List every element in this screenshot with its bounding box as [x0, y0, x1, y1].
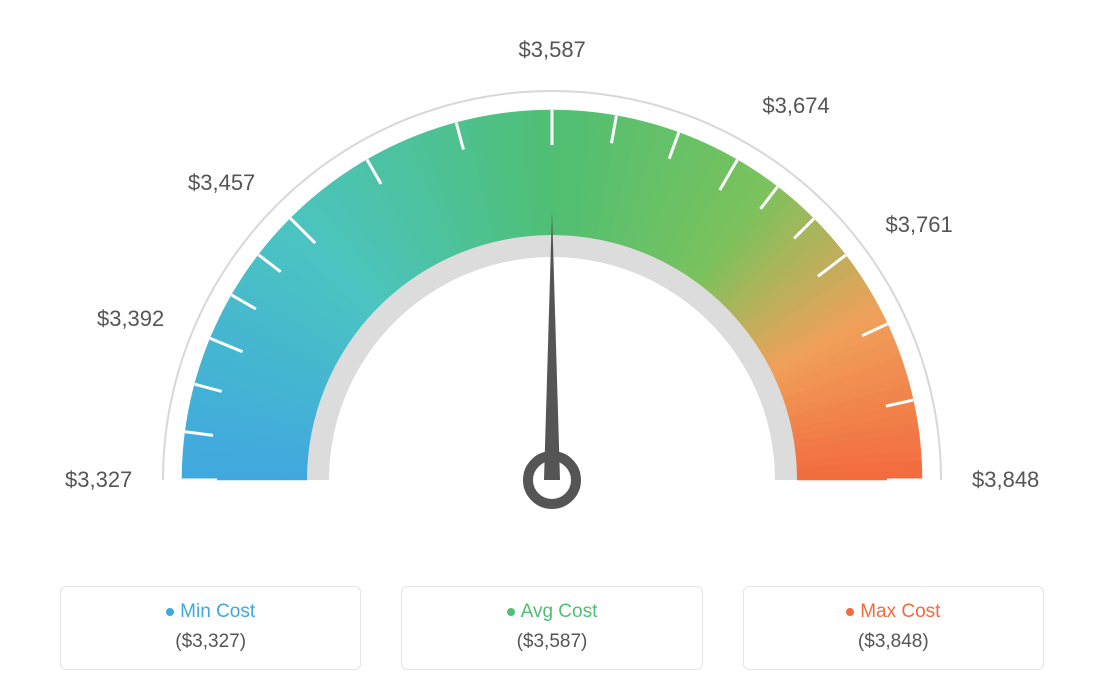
- legend-min-label: Min Cost: [180, 601, 255, 622]
- gauge-svg: [82, 20, 1022, 560]
- gauge-tick-label: $3,392: [97, 306, 164, 332]
- legend-max-title: Max Cost: [744, 601, 1043, 623]
- gauge-tick-label: $3,587: [519, 37, 586, 63]
- gauge-tick-label: $3,327: [65, 467, 132, 493]
- dot-icon: [166, 608, 174, 616]
- gauge-tick-label: $3,674: [762, 93, 829, 119]
- legend-min-title: Min Cost: [61, 601, 360, 623]
- gauge-tick-label: $3,848: [972, 467, 1039, 493]
- legend-card-min: Min Cost ($3,327): [60, 586, 361, 670]
- legend-card-max: Max Cost ($3,848): [743, 586, 1044, 670]
- legend-min-value: ($3,327): [61, 631, 360, 653]
- legend-max-label: Max Cost: [860, 601, 940, 622]
- legend-avg-label: Avg Cost: [521, 601, 598, 622]
- legend-card-avg: Avg Cost ($3,587): [401, 586, 702, 670]
- gauge-tick-label: $3,457: [188, 170, 255, 196]
- legend-avg-title: Avg Cost: [402, 601, 701, 623]
- dot-icon: [507, 608, 515, 616]
- legend-avg-value: ($3,587): [402, 631, 701, 653]
- legend-row: Min Cost ($3,327) Avg Cost ($3,587) Max …: [0, 586, 1104, 670]
- dot-icon: [846, 608, 854, 616]
- legend-max-value: ($3,848): [744, 631, 1043, 653]
- gauge-tick-label: $3,761: [885, 212, 952, 238]
- gauge-chart: $3,327 $3,392 $3,457 $3,587 $3,674 $3,761 $3,8…: [0, 0, 1104, 560]
